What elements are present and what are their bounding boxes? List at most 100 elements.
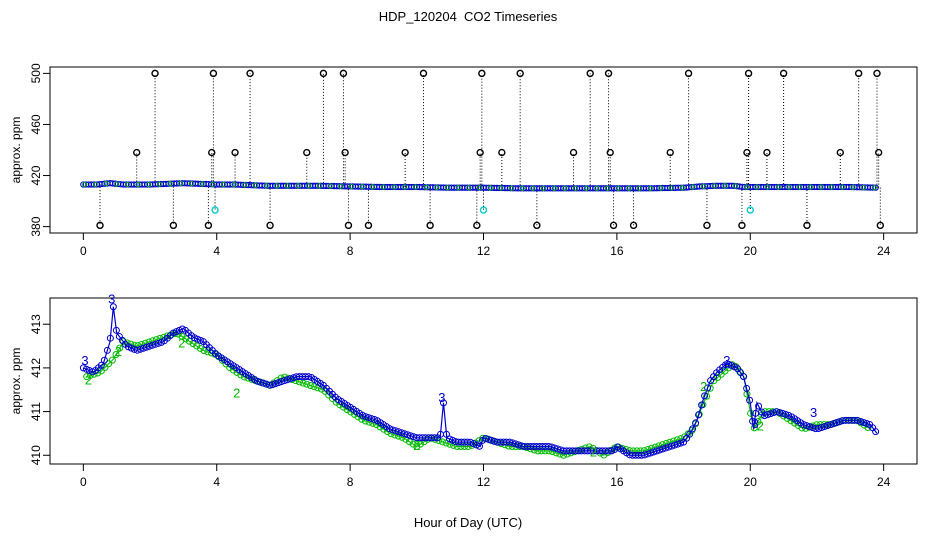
top-baseline-point-green: [370, 184, 376, 190]
top-baseline-point-green: [380, 184, 387, 190]
bottom-series-blue-point: [103, 346, 111, 354]
top-spike-low-marker: [426, 221, 434, 230]
bottom-series-blue-point: [704, 384, 712, 392]
bottom-series-blue-point: [136, 345, 144, 353]
bottom-series-blue-point: [746, 396, 754, 404]
top-baseline-point-green: [92, 181, 99, 188]
bottom-series-blue-point: [253, 377, 261, 385]
top-x-tick-label: 4: [213, 244, 220, 258]
top-spike-mid-marker: [874, 148, 883, 157]
top-baseline-point-green: [594, 185, 600, 191]
bottom-series-green-point: [409, 440, 417, 448]
bottom-series-green-point: [438, 438, 446, 446]
bottom-series-blue-point: [485, 435, 493, 443]
top-spike-mid-marker: [132, 148, 141, 157]
bottom-series-blue-point: [860, 419, 868, 426]
bottom-series-green-point: [193, 342, 201, 350]
bottom-series-blue-point: [857, 418, 865, 426]
top-baseline-point-green: [796, 184, 803, 190]
bottom-series-blue-point: [854, 417, 862, 425]
top-x-tick-label: 8: [347, 244, 354, 258]
top-spike-mid-marker: [341, 148, 349, 157]
top-spike-low-marker: [876, 221, 885, 230]
bottom-series-green-point: [662, 439, 670, 447]
top-spike-low-marker: [266, 221, 274, 230]
bottom-series-blue-point: [764, 411, 772, 419]
bottom-series-green-point: [449, 441, 457, 449]
bottom-series-green-point: [178, 332, 186, 340]
top-baseline-point: [872, 184, 879, 191]
bottom-series-blue-point: [767, 410, 775, 418]
bottom-series-blue-point: [397, 429, 405, 437]
bottom-series-green-point: [134, 342, 142, 350]
bottom-series-blue-point: [364, 414, 372, 422]
top-baseline-point-green: [604, 185, 611, 191]
bottom-series-blue-point: [148, 341, 156, 349]
top-spike-low-marker: [609, 221, 618, 230]
bottom-series-green-point: [585, 443, 593, 451]
bottom-x-tick-label: 16: [610, 475, 624, 489]
top-spike-low-marker: [803, 221, 811, 230]
top-baseline-point-green: [434, 184, 440, 191]
top-spike-mid-marker: [606, 148, 614, 157]
bottom-series-blue-point: [650, 448, 658, 456]
top-spike-high-marker: [854, 69, 863, 78]
bottom-series-blue-point: [668, 442, 676, 450]
bottom-series-green-point: [310, 383, 318, 391]
bottom-series-green-label: 2: [178, 335, 185, 350]
top-baseline-point-green: [295, 183, 301, 189]
bottom-series-group: [79, 303, 880, 459]
bottom-series-green-point: [442, 439, 450, 447]
top-x-tick-label: 20: [744, 244, 758, 258]
top-baseline-point-green: [487, 185, 493, 191]
bottom-series-green-label: 2: [85, 372, 92, 387]
top-spike-high-marker: [604, 69, 613, 78]
top-spike-high-marker: [873, 69, 881, 78]
top-baseline-point-green: [231, 181, 237, 188]
bottom-series-blue-point: [283, 376, 291, 384]
top-baseline-point-green: [391, 184, 397, 190]
top-baseline-point-green: [476, 185, 483, 191]
bottom-series-blue-point: [821, 423, 829, 431]
top-baseline-point-green: [743, 184, 749, 190]
top-baseline-point-green: [242, 182, 248, 188]
bottom-series-green-point: [116, 344, 124, 352]
top-x-tick-label: 0: [80, 244, 87, 258]
top-baseline-point-green: [306, 183, 312, 189]
bottom-series-green-point: [453, 443, 461, 451]
bottom-series-blue-point: [656, 446, 664, 454]
bottom-series-blue-point: [824, 422, 832, 430]
bottom-series-blue-point: [698, 401, 706, 409]
bottom-series-blue-point: [782, 410, 790, 418]
top-spike-low-marker: [703, 221, 711, 230]
bottom-series-blue-point: [692, 419, 700, 427]
bottom-series-blue-point: [482, 434, 490, 442]
bottom-series-blue-point: [109, 303, 117, 311]
top-spike-low-marker: [533, 221, 541, 230]
bottom-series-green-point: [101, 363, 109, 371]
bottom-series-green-point: [196, 344, 204, 352]
top-spike-low-marker: [473, 221, 481, 230]
bottom-series-blue-point: [391, 427, 399, 435]
top-spike-high-marker: [246, 69, 254, 78]
bottom-series-blue-point: [665, 443, 673, 451]
bottom-series-blue-point: [551, 444, 559, 452]
chart-title: HDP_120204 CO2 Timeseries: [378, 9, 558, 24]
bottom-x-tick-label: 4: [213, 475, 220, 489]
top-spike-mid-marker: [763, 148, 771, 157]
bottom-series-blue-point: [400, 430, 408, 438]
top-spike-low-marker: [364, 221, 373, 230]
top-baseline-point-green: [754, 184, 760, 190]
top-baseline-point-green: [583, 185, 589, 191]
bottom-series-blue-point: [406, 432, 414, 440]
bottom-series-blue-point: [439, 399, 447, 407]
top-series-group: [80, 69, 885, 230]
bottom-y-tick-label: 410: [29, 445, 43, 465]
top-baseline-point-green: [263, 183, 269, 189]
top-baseline-point-green: [786, 184, 792, 190]
bottom-y-tick-label: 411: [29, 402, 43, 421]
top-baseline-point-green: [210, 181, 216, 187]
bottom-series-blue-point: [674, 440, 682, 448]
bottom-series-blue-point: [259, 379, 267, 387]
bottom-series-green-point: [747, 409, 755, 417]
